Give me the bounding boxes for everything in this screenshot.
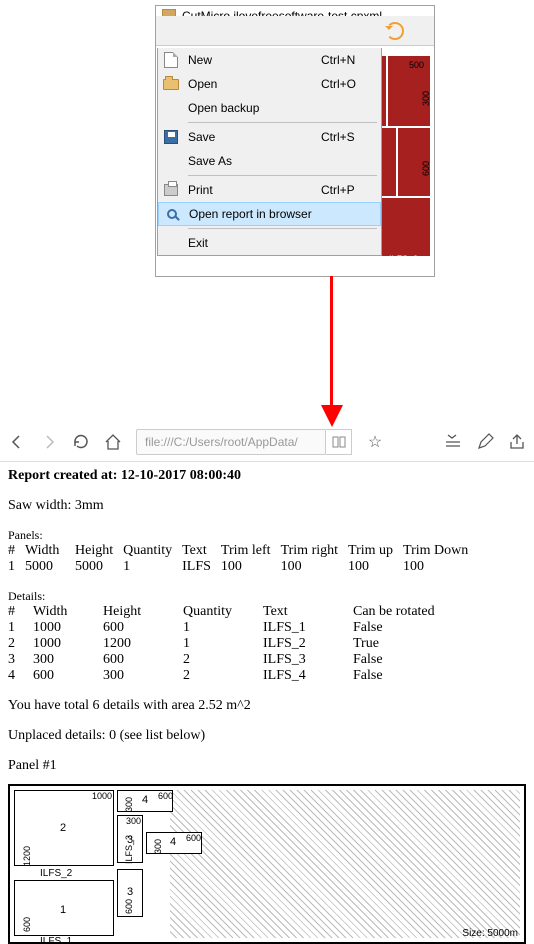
panels-table: # Width Height Quantity Text Trim left T… [8,543,478,575]
table-row: 110006001ILFS_1False [8,620,453,636]
favorites-list-icon[interactable] [444,433,462,451]
toolbar [156,16,434,46]
details-title: Details: [8,589,526,604]
report-body: Report created at: 12-10-2017 08:00:40 S… [0,462,534,780]
back-icon[interactable] [8,433,26,451]
menu-save-as[interactable]: Save As [158,149,381,173]
magnify-icon [167,209,177,219]
unplaced-details: Unplaced details: 0 (see list below) [8,728,526,744]
favorite-icon[interactable]: ☆ [366,433,384,451]
pen-icon[interactable] [476,433,494,451]
saw-width: Saw width: 3mm [8,498,526,514]
annotation-arrow [0,277,534,427]
refresh-icon[interactable] [386,22,404,40]
table-row: # Width Height Quantity Text Can be rota… [8,604,453,620]
details-table: # Width Height Quantity Text Can be rota… [8,604,453,684]
refresh-icon[interactable] [72,433,90,451]
panels-title: Panels: [8,528,526,543]
total-details: You have total 6 details with area 2.52 … [8,698,526,714]
menu-new[interactable]: New Ctrl+N [158,48,381,72]
table-row: # Width Height Quantity Text Trim left T… [8,543,478,559]
separator [188,228,377,229]
reading-view-icon[interactable] [326,429,352,455]
separator [188,122,377,123]
size-label: Size: 5000m [462,928,518,939]
menu-open[interactable]: Open Ctrl+O [158,72,381,96]
menu-exit[interactable]: Exit [158,231,381,255]
share-icon[interactable] [508,433,526,451]
menu-open-backup[interactable]: Open backup [158,96,381,120]
app-window: CutMicro ilovefreesoftware-test.cpxml Fi… [155,5,435,277]
file-dropdown: New Ctrl+N Open Ctrl+O Open backup Save … [157,48,382,256]
panel-diagram: 2 1000 1200 4 600 300 3 300 ILFS_3 4 600… [8,784,526,944]
menu-print[interactable]: Print Ctrl+P [158,178,381,202]
report-created: Report created at: 12-10-2017 08:00:40 [8,468,526,484]
menu-open-report[interactable]: Open report in browser [158,202,381,226]
forward-icon[interactable] [40,433,58,451]
new-icon [164,52,178,68]
home-icon[interactable] [104,433,122,451]
table-row: 33006002ILFS_3False [8,652,453,668]
table-row: 2100012001ILFS_2True [8,636,453,652]
print-icon [164,184,178,196]
menu-save[interactable]: Save Ctrl+S [158,125,381,149]
url-bar[interactable]: file:///C:/Users/root/AppData/ [136,429,326,455]
save-icon [164,130,178,144]
separator [188,175,377,176]
table-row: 1 5000 5000 1 ILFS 100 100 100 100 [8,559,478,575]
browser-toolbar: file:///C:/Users/root/AppData/ ☆ [0,422,534,462]
open-icon [163,79,179,90]
panel-heading: Panel #1 [8,758,526,774]
table-row: 46003002ILFS_4False [8,668,453,684]
